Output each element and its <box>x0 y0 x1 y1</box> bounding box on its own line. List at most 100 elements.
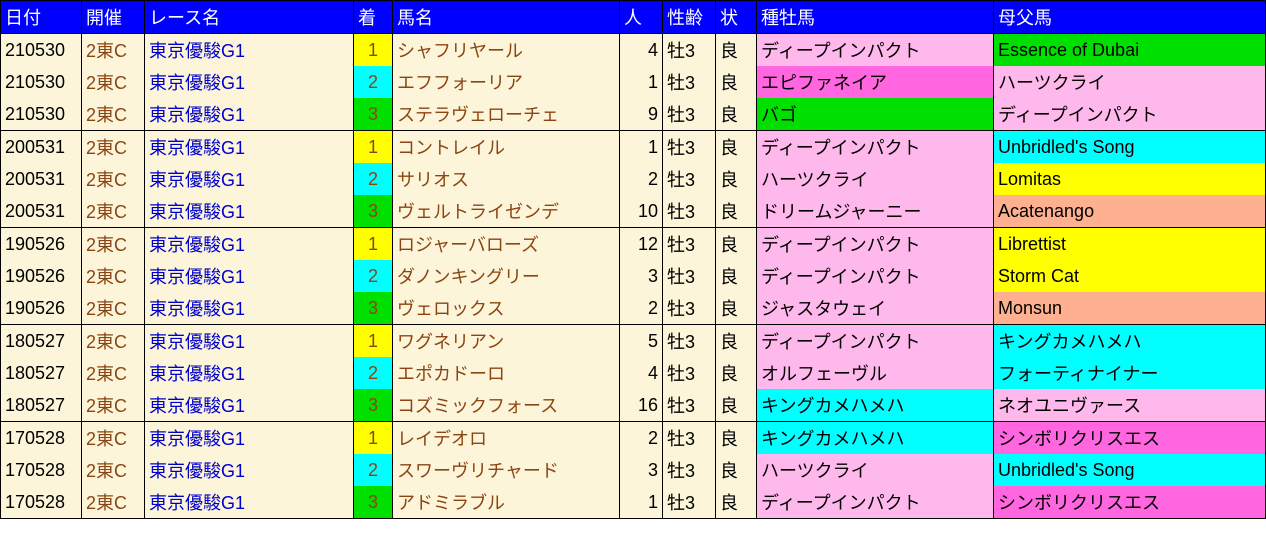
cell-meet: 2東C <box>82 260 145 292</box>
col-header-2: レース名 <box>145 1 354 34</box>
cell-place: 3 <box>354 292 393 325</box>
cell-race: 東京優駿G1 <box>145 228 354 261</box>
table-row: 1905262東C東京優駿G12ダノンキングリー3牡3良ディープインパクトSto… <box>1 260 1266 292</box>
cell-dam: Unbridled's Song <box>994 131 1266 164</box>
cell-pop: 4 <box>620 357 663 389</box>
table-row: 2005312東C東京優駿G13ヴェルトライゼンデ10牡3良ドリームジャーニーA… <box>1 195 1266 228</box>
cell-cond: 良 <box>716 228 757 261</box>
col-header-4: 馬名 <box>393 1 620 34</box>
cell-pop: 12 <box>620 228 663 261</box>
cell-race: 東京優駿G1 <box>145 454 354 486</box>
cell-pop: 10 <box>620 195 663 228</box>
cell-pop: 4 <box>620 34 663 67</box>
cell-place: 3 <box>354 98 393 131</box>
cell-horse: レイデオロ <box>393 422 620 455</box>
cell-sexage: 牡3 <box>663 195 716 228</box>
col-header-0: 日付 <box>1 1 82 34</box>
cell-sire: ディープインパクト <box>757 131 994 164</box>
table-row: 1905262東C東京優駿G13ヴェロックス2牡3良ジャスタウェイMonsun <box>1 292 1266 325</box>
col-header-6: 性齢 <box>663 1 716 34</box>
cell-place: 3 <box>354 389 393 422</box>
cell-meet: 2東C <box>82 163 145 195</box>
cell-date: 210530 <box>1 34 82 67</box>
cell-horse: ヴェロックス <box>393 292 620 325</box>
cell-pop: 5 <box>620 325 663 358</box>
cell-sexage: 牡3 <box>663 486 716 519</box>
cell-sire: ハーツクライ <box>757 454 994 486</box>
cell-pop: 2 <box>620 422 663 455</box>
cell-dam: Librettist <box>994 228 1266 261</box>
cell-pop: 2 <box>620 163 663 195</box>
cell-race: 東京優駿G1 <box>145 260 354 292</box>
cell-dam: Monsun <box>994 292 1266 325</box>
cell-horse: アドミラブル <box>393 486 620 519</box>
cell-sire: ディープインパクト <box>757 486 994 519</box>
cell-date: 180527 <box>1 389 82 422</box>
cell-sire: エピファネイア <box>757 66 994 98</box>
col-header-9: 母父馬 <box>994 1 1266 34</box>
cell-cond: 良 <box>716 454 757 486</box>
cell-sexage: 牡3 <box>663 389 716 422</box>
cell-sire: キングカメハメハ <box>757 389 994 422</box>
cell-meet: 2東C <box>82 292 145 325</box>
cell-horse: ヴェルトライゼンデ <box>393 195 620 228</box>
cell-horse: ワグネリアン <box>393 325 620 358</box>
cell-place: 3 <box>354 486 393 519</box>
cell-place: 2 <box>354 163 393 195</box>
cell-date: 210530 <box>1 66 82 98</box>
cell-sire: ディープインパクト <box>757 260 994 292</box>
cell-place: 1 <box>354 422 393 455</box>
cell-sexage: 牡3 <box>663 131 716 164</box>
cell-place: 1 <box>354 131 393 164</box>
cell-sire: オルフェーヴル <box>757 357 994 389</box>
cell-date: 200531 <box>1 131 82 164</box>
cell-race: 東京優駿G1 <box>145 422 354 455</box>
table-row: 1805272東C東京優駿G11ワグネリアン5牡3良ディープインパクトキングカメ… <box>1 325 1266 358</box>
cell-meet: 2東C <box>82 325 145 358</box>
cell-dam: Unbridled's Song <box>994 454 1266 486</box>
race-results-table: 日付開催レース名着馬名人性齢状種牡馬母父馬 2105302東C東京優駿G11シャ… <box>0 0 1266 519</box>
cell-dam: ハーツクライ <box>994 66 1266 98</box>
cell-sire: ハーツクライ <box>757 163 994 195</box>
cell-place: 2 <box>354 454 393 486</box>
table-row: 2005312東C東京優駿G12サリオス2牡3良ハーツクライLomitas <box>1 163 1266 195</box>
cell-sire: ディープインパクト <box>757 325 994 358</box>
table-row: 2105302東C東京優駿G13ステラヴェローチェ9牡3良バゴディープインパクト <box>1 98 1266 131</box>
cell-sexage: 牡3 <box>663 422 716 455</box>
cell-place: 2 <box>354 66 393 98</box>
cell-sire: ドリームジャーニー <box>757 195 994 228</box>
cell-sire: ディープインパクト <box>757 228 994 261</box>
cell-sexage: 牡3 <box>663 228 716 261</box>
cell-meet: 2東C <box>82 454 145 486</box>
col-header-8: 種牡馬 <box>757 1 994 34</box>
cell-cond: 良 <box>716 98 757 131</box>
cell-sire: ディープインパクト <box>757 34 994 67</box>
table-row: 2105302東C東京優駿G11シャフリヤール4牡3良ディープインパクトEsse… <box>1 34 1266 67</box>
cell-race: 東京優駿G1 <box>145 389 354 422</box>
cell-cond: 良 <box>716 131 757 164</box>
col-header-3: 着 <box>354 1 393 34</box>
cell-meet: 2東C <box>82 195 145 228</box>
cell-horse: スワーヴリチャード <box>393 454 620 486</box>
cell-date: 190526 <box>1 260 82 292</box>
col-header-5: 人 <box>620 1 663 34</box>
cell-date: 200531 <box>1 195 82 228</box>
cell-meet: 2東C <box>82 228 145 261</box>
cell-race: 東京優駿G1 <box>145 66 354 98</box>
cell-cond: 良 <box>716 292 757 325</box>
cell-horse: エフフォーリア <box>393 66 620 98</box>
cell-pop: 1 <box>620 486 663 519</box>
cell-dam: ディープインパクト <box>994 98 1266 131</box>
cell-sexage: 牡3 <box>663 260 716 292</box>
cell-horse: ダノンキングリー <box>393 260 620 292</box>
cell-place: 2 <box>354 260 393 292</box>
cell-sexage: 牡3 <box>663 292 716 325</box>
cell-cond: 良 <box>716 325 757 358</box>
table-row: 2105302東C東京優駿G12エフフォーリア1牡3良エピファネイアハーツクライ <box>1 66 1266 98</box>
cell-place: 1 <box>354 325 393 358</box>
table-row: 1805272東C東京優駿G12エポカドーロ4牡3良オルフェーヴルフォーティナイ… <box>1 357 1266 389</box>
cell-race: 東京優駿G1 <box>145 357 354 389</box>
cell-date: 210530 <box>1 98 82 131</box>
cell-sexage: 牡3 <box>663 325 716 358</box>
cell-dam: Acatenango <box>994 195 1266 228</box>
